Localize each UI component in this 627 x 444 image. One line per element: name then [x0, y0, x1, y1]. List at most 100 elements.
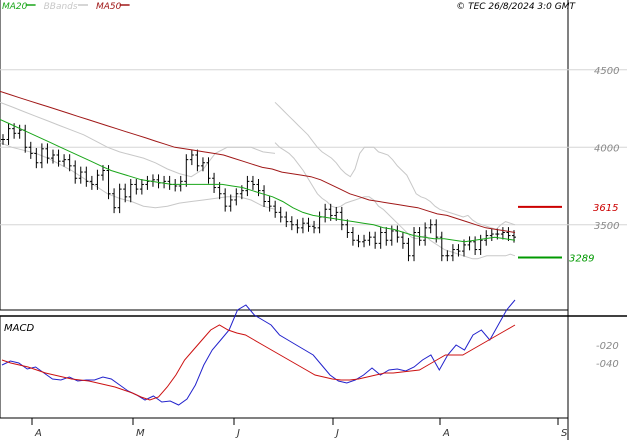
macd-tick-label: -020: [596, 341, 619, 352]
ohlc-bar: [450, 244, 455, 262]
ohlc-bar: [267, 196, 272, 212]
ohlc-bar: [339, 206, 344, 231]
ohlc-bar: [150, 174, 155, 187]
bollinger-bands: [0, 101, 516, 260]
ohlc-bar: [50, 149, 55, 164]
ma50-line: [0, 90, 516, 233]
ohlc-bar: [1, 134, 5, 145]
ohlc-bar: [195, 149, 200, 172]
ohlc-bar: [84, 166, 89, 187]
ohlc-bar: [228, 194, 233, 212]
ohlc-bar: [106, 165, 111, 200]
ohlc-bar: [395, 225, 400, 243]
ohlc-bar: [489, 228, 494, 242]
x-tick-label: J: [235, 428, 240, 439]
ohlc-bar: [34, 148, 39, 169]
x-tick-label: A: [34, 428, 42, 439]
bollinger-upper-line-early: [0, 101, 276, 178]
ohlc-bar: [306, 217, 311, 232]
ohlc-bar: [462, 239, 467, 257]
ohlc-bar: [445, 250, 450, 262]
ohlc-bar: [428, 219, 433, 234]
ohlc-bar: [223, 188, 228, 212]
price-tick-label: 4500: [594, 66, 619, 77]
ma20-line: [0, 118, 516, 243]
ohlc-bar: [73, 160, 78, 184]
ohlc-bar: [373, 231, 378, 249]
ohlc-bar: [178, 175, 183, 192]
ohlc-bar: [262, 185, 267, 207]
level-markers: [518, 205, 562, 259]
ohlc-bar: [300, 217, 305, 234]
ohlc-bar: [412, 227, 417, 262]
ohlc-bar: [89, 175, 94, 190]
ohlc-bar: [350, 227, 355, 246]
ohlc-bar: [123, 183, 128, 203]
ohlc-bar: [145, 175, 150, 190]
bollinger-lower-line: [274, 142, 516, 260]
ohlc-bar: [250, 175, 255, 190]
ohlc-bar: [245, 175, 250, 197]
ohlc-bar: [317, 211, 322, 234]
ohlc-bar: [406, 237, 411, 262]
price-tick-label: 3500: [594, 221, 619, 232]
ohlc-bar: [295, 219, 300, 234]
ohlc-bar: [356, 234, 361, 248]
ohlc-bar: [378, 227, 383, 249]
ohlc-bar: [484, 230, 489, 246]
moving-averages: [0, 90, 516, 243]
ohlc-bar: [189, 149, 194, 166]
ohlc-bar: [23, 124, 28, 153]
ohlc-bar: [278, 206, 283, 223]
ohlc-bar: [184, 154, 189, 187]
ohlc-bar: [284, 211, 289, 228]
ohlc-bar: [62, 154, 67, 167]
x-tick-label: M: [136, 428, 145, 439]
ohlc-bar: [362, 234, 367, 248]
ohlc-bar: [467, 236, 472, 251]
macd-tick-label: -040: [596, 359, 619, 370]
macd-title: MACD: [4, 323, 34, 334]
ohlc-bar: [6, 123, 11, 145]
ohlc-bar: [345, 219, 350, 238]
level-label: 3615: [593, 203, 618, 214]
x-tick-label: A: [442, 428, 450, 439]
bollinger-upper-line: [274, 101, 516, 230]
ohlc-bar: [78, 166, 83, 184]
ohlc-bar: [500, 227, 505, 240]
ohlc-bar: [367, 231, 372, 246]
copyright-label: © TEC 26/8/2024 3:0 GMT: [456, 2, 576, 12]
ohlc-bar: [323, 203, 328, 223]
ohlc-bar: [206, 157, 211, 184]
ohlc-bar: [273, 200, 278, 218]
ohlc-bar: [400, 231, 405, 249]
ohlc-bar: [423, 222, 428, 246]
ohlc-bar: [128, 179, 133, 203]
ohlc-bar: [384, 227, 389, 246]
ohlc-bar: [506, 227, 511, 242]
ohlc-bar: [100, 165, 105, 181]
ohlc-bar: [456, 244, 461, 257]
chart-labels: 4500 4000 3500 -020 -040 A M J J A S 3615 3289 MACD MA…: [2, 2, 619, 439]
ohlc-bar: [478, 234, 483, 255]
ohlc-bar: [56, 149, 61, 167]
ohlc-bar: [217, 182, 222, 200]
ohlc-bar: [167, 175, 172, 190]
ohlc-bar: [95, 169, 100, 190]
ohlc-bar: [134, 179, 139, 195]
legend-label: BBands: [44, 2, 78, 12]
ohlc-bar: [45, 143, 50, 164]
x-tick-label: S: [561, 428, 568, 439]
ohlc-bar: [67, 154, 72, 172]
ohlc-bar: [28, 141, 33, 159]
ohlc-bar: [234, 188, 239, 206]
ohlc-bar: [212, 172, 217, 193]
ohlc-bar: [439, 231, 444, 262]
ohlc-bar: [117, 183, 122, 214]
x-tick-label: J: [334, 428, 339, 439]
ohlc-bar: [112, 188, 117, 214]
bollinger-lower-line-early: [0, 142, 276, 210]
macd-line: [1, 299, 516, 406]
